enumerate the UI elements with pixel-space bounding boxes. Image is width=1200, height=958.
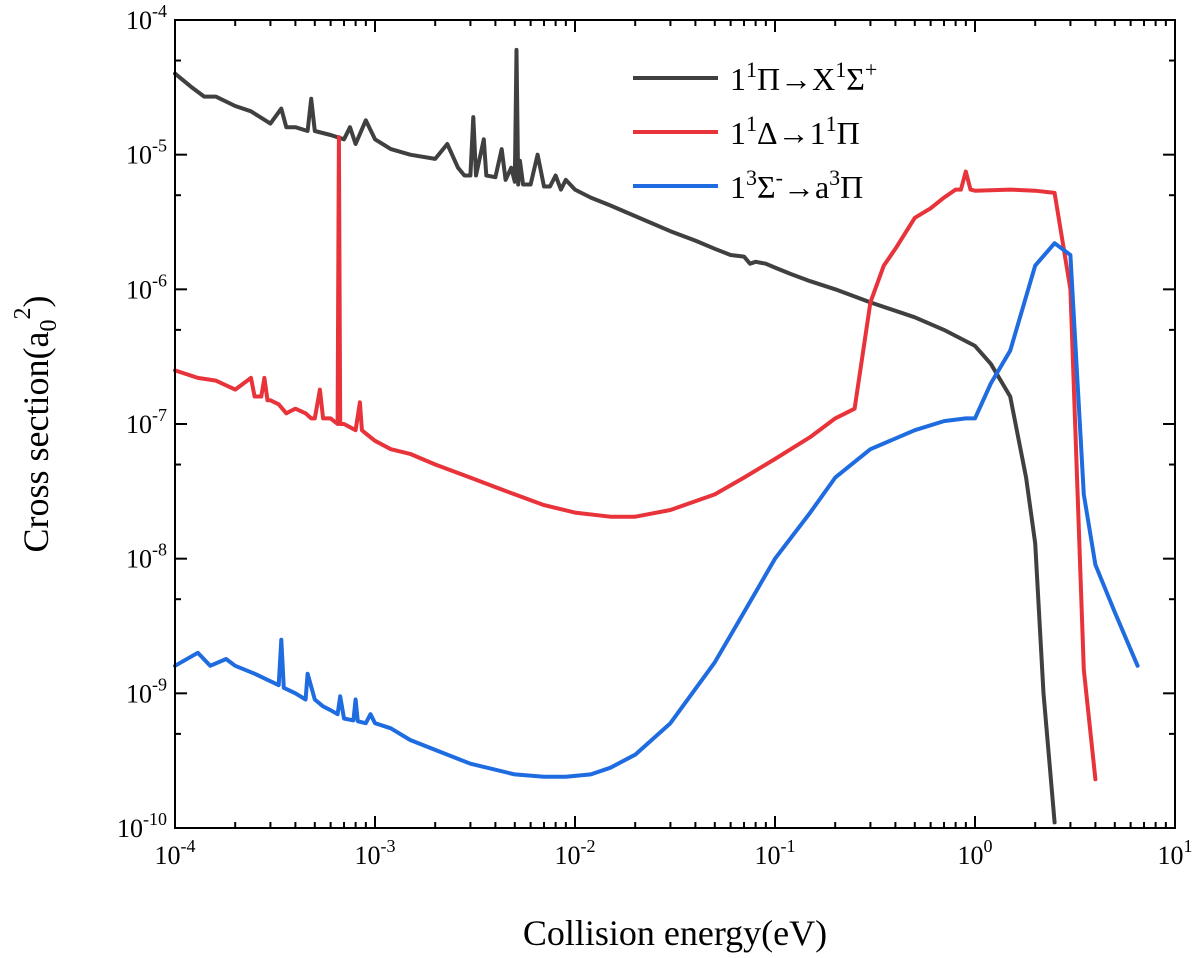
y-tick-label: 10-6 (126, 270, 167, 304)
y-axis-title: Cross section(a02) (10, 296, 62, 553)
x-tick-label: 101 (1158, 836, 1193, 870)
legend-label: 11Δ→11Π (730, 111, 860, 151)
legend-item-2: 11Δ→11Π (633, 111, 860, 151)
x-tick-label: 10-4 (155, 836, 196, 870)
x-tick-label: 10-1 (755, 836, 796, 870)
x-tick-labels: 10-4 10-3 10-2 10-1 100 101 (155, 836, 1193, 870)
x-tick-label: 100 (958, 836, 993, 870)
x-tick-label: 10-3 (355, 836, 396, 870)
y-tick-label: 10-9 (126, 674, 167, 708)
y-tick-label: 10-7 (126, 405, 167, 439)
y-tick-label: 10-4 (126, 1, 167, 35)
y-tick-labels: 10-10 10-9 10-8 10-7 10-6 10-5 10-4 (117, 1, 167, 843)
legend-item-1: 11Π→X1Σ+ (633, 57, 877, 97)
legend-label: 13Σ-→a3Π (730, 165, 863, 205)
y-axis-title-sub: 0 (36, 320, 62, 332)
legend: 11Π→X1Σ+ 11Δ→11Π 13Σ-→a3Π (633, 57, 877, 205)
series-line-1 (173, 47, 1057, 825)
plot-frame (174, 19, 1176, 829)
y-axis-title-main: Cross section(a (16, 332, 56, 553)
y-tick-label: 10-10 (117, 809, 167, 843)
legend-label: 11Π→X1Σ+ (730, 57, 877, 97)
legend-item-3: 13Σ-→a3Π (633, 165, 863, 205)
series-line-3 (173, 241, 1140, 779)
x-axis-title: Collision energy(eV) (523, 913, 827, 953)
y-axis-title-close: ) (16, 296, 56, 308)
y-axis-title-sup: 2 (10, 308, 36, 320)
series-line-2 (173, 135, 1098, 782)
y-tick-label: 10-8 (126, 540, 167, 574)
x-tick-label: 10-2 (555, 836, 596, 870)
series-layer (173, 47, 1140, 825)
y-tick-label: 10-5 (126, 136, 167, 170)
